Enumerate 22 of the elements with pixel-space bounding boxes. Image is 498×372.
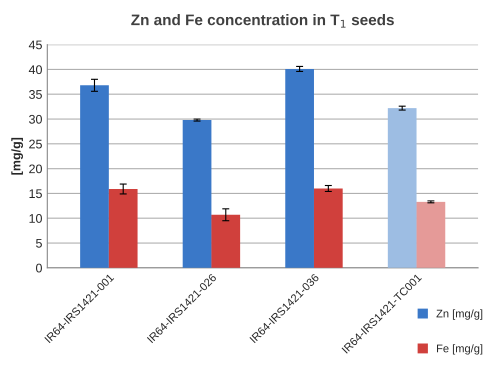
bar bbox=[285, 68, 314, 268]
bar bbox=[80, 85, 109, 268]
y-tick-label: 20 bbox=[29, 164, 42, 174]
y-tick-label: 25 bbox=[29, 140, 42, 148]
legend-label: Zn [mg/g] bbox=[436, 309, 482, 320]
legend-label: Fe [mg/g] bbox=[437, 344, 482, 355]
y-axis-title: [mg/g] bbox=[11, 138, 23, 175]
bar bbox=[211, 214, 240, 268]
bar bbox=[416, 202, 446, 268]
bar bbox=[388, 108, 417, 268]
y-tick-label: 10 bbox=[30, 214, 42, 223]
bar bbox=[108, 188, 138, 268]
y-tick-label: 30 bbox=[29, 114, 42, 124]
bar bbox=[314, 188, 343, 268]
y-tick-label: 5 bbox=[36, 238, 42, 248]
y-tick-label: 35 bbox=[29, 90, 42, 99]
y-tick-label: 15 bbox=[30, 189, 42, 198]
y-tick-label: 0 bbox=[36, 264, 42, 272]
y-tick-label: 40 bbox=[28, 65, 42, 74]
chart-title: Zn and Fe concentration in T$_{1}$ seeds bbox=[131, 14, 394, 28]
y-tick-label: 45 bbox=[28, 40, 42, 50]
bar bbox=[182, 120, 212, 268]
